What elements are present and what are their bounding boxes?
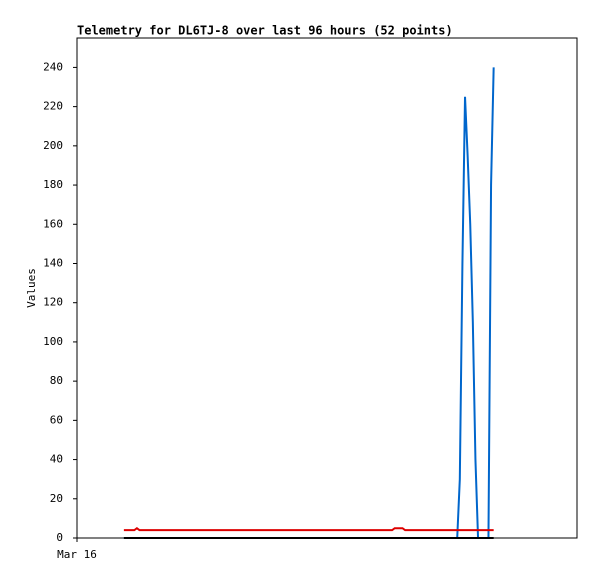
- series-line: [123, 67, 495, 539]
- y-tick-label: 240: [43, 60, 63, 73]
- y-tick-label: 100: [43, 335, 63, 348]
- chart-title: Telemetry for DL6TJ-8 over last 96 hours…: [77, 24, 453, 38]
- y-tick-label: 20: [50, 492, 63, 505]
- y-tick-label: 0: [56, 531, 63, 544]
- y-tick-label: 160: [43, 217, 63, 230]
- series-line: [123, 526, 494, 532]
- y-tick-label: 80: [50, 374, 63, 387]
- y-tick-label: 140: [43, 256, 63, 269]
- y-tick-label: 40: [50, 453, 63, 466]
- y-tick-label: 180: [43, 178, 63, 191]
- y-tick-label: 220: [43, 100, 63, 113]
- y-axis-label: Values: [25, 268, 38, 308]
- y-tick-label: 60: [50, 413, 63, 426]
- y-tick-label: 120: [43, 296, 63, 309]
- y-tick-label: 200: [43, 139, 63, 152]
- plot-frame: [76, 37, 578, 539]
- x-tick-label: Mar 16: [57, 548, 97, 561]
